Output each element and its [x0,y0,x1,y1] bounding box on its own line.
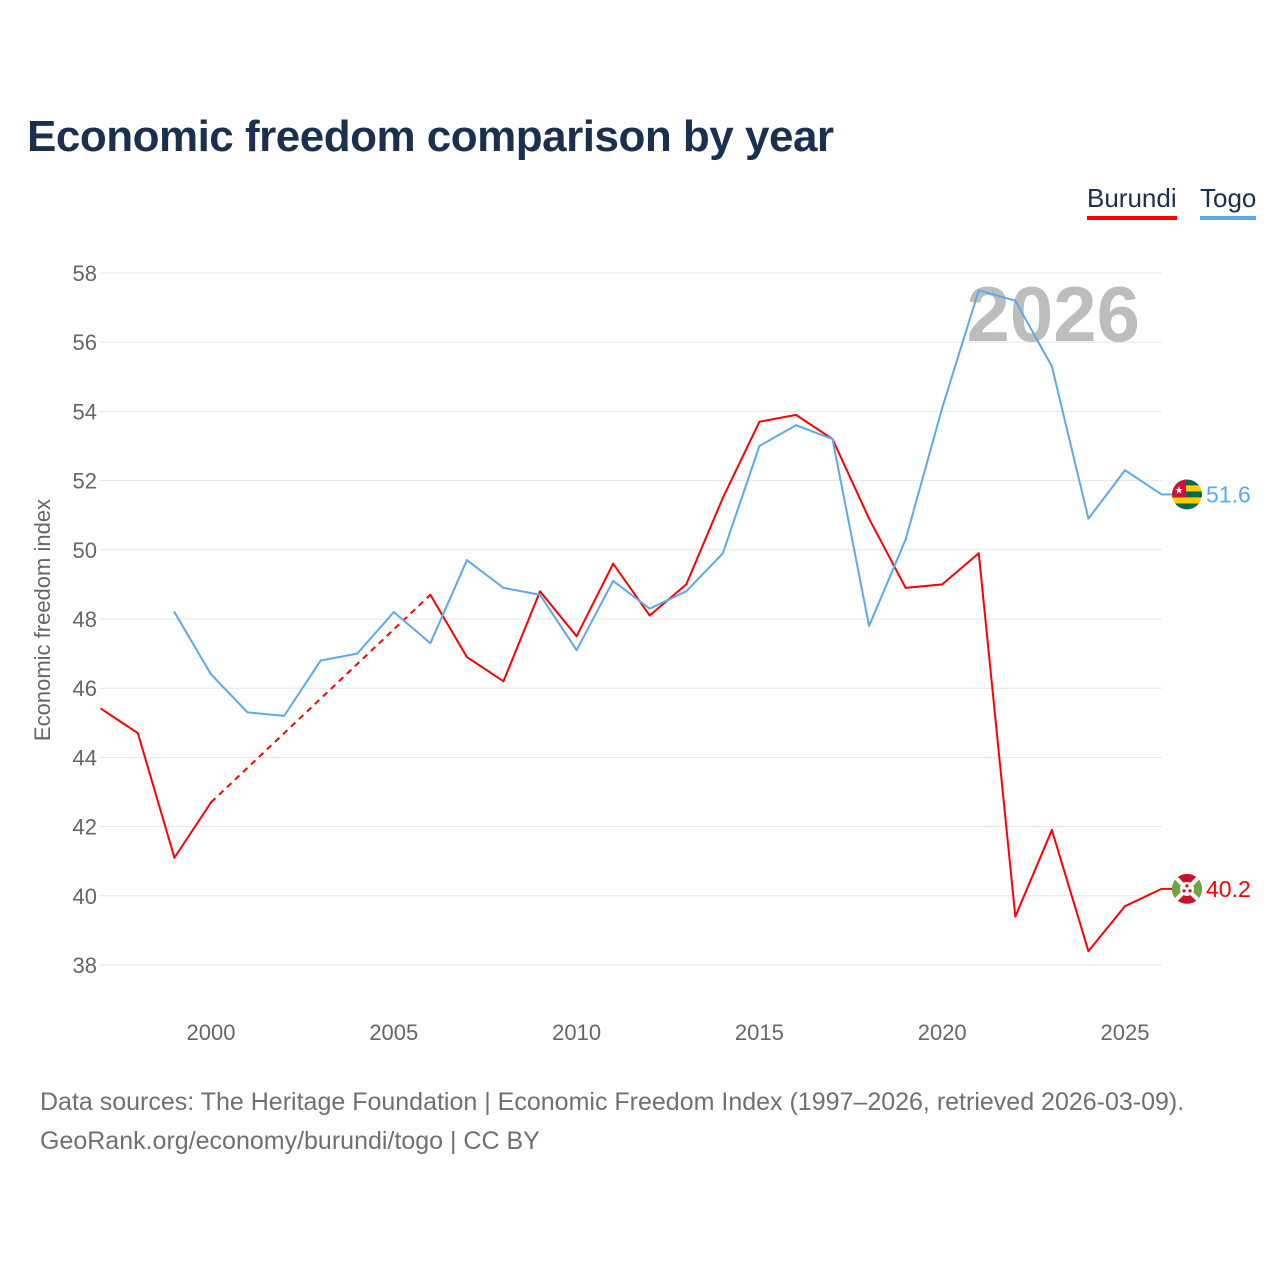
data-point-burundi-2025 [1124,905,1126,908]
data-point-togo-2001 [246,711,249,714]
x-tick-label: 2010 [552,1020,601,1045]
data-point-burundi-2006 [429,593,432,596]
x-tick-label: 2020 [918,1020,967,1045]
data-point-togo-2016 [794,424,797,427]
data-point-togo-2020 [941,406,944,409]
end-value-label-burundi: 40.2 [1206,876,1251,902]
data-point-burundi-2016 [794,413,797,416]
flag-body [1172,873,1202,904]
flag-star: ★ [1175,485,1184,496]
y-tick-label: 54 [73,399,97,424]
chart-title: Economic freedom comparison by year [27,112,834,161]
data-point-togo-2013 [685,590,688,593]
data-point-burundi-2021 [977,552,980,555]
data-point-burundi-2014 [721,496,724,499]
data-point-togo-2010 [575,649,578,652]
flag-body: ★ [1172,479,1202,510]
y-tick-label: 46 [73,676,97,701]
data-point-togo-2012 [648,607,651,610]
series-line-togo [173,289,1163,717]
data-point-burundi-2000 [210,801,212,804]
flag-stripe [1172,497,1202,504]
source-note: Data sources: The Heritage Foundation | … [40,1088,1185,1116]
y-tick-label: 38 [73,953,97,978]
y-tick-label: 48 [73,607,97,632]
data-point-togo-2017 [831,438,834,441]
togo-flag-icon: ★ [1172,479,1202,510]
x-tick-label: 2005 [369,1020,418,1045]
data-point-togo-2008 [502,586,505,589]
data-point-togo-2024 [1087,517,1090,520]
data-point-togo-2006 [429,642,432,645]
flag-stripe [1172,503,1202,510]
legend-burundi[interactable]: Burundi [1087,183,1177,220]
y-tick-label: 58 [73,261,97,286]
data-point-burundi-2020 [941,583,944,586]
source-link[interactable]: GeoRank.org/economy/burundi/togo | CC BY [40,1127,540,1155]
x-tick-label: 2025 [1101,1020,1150,1045]
flag-stripe [1172,479,1202,486]
data-point-burundi-2008 [502,680,505,683]
legend-togo[interactable]: Togo [1200,183,1257,220]
data-point-burundi-2009 [539,590,542,593]
data-point-burundi-2019 [904,586,907,589]
data-point-togo-2011 [612,579,615,582]
data-point-togo-2004 [356,652,359,655]
flag-star [1182,889,1186,893]
data-point-burundi-1998 [136,732,139,735]
data-point-togo-2002 [283,714,286,717]
y-tick-label: 40 [73,884,97,909]
data-point-togo-2003 [319,659,322,662]
gap-line-burundi [210,594,432,804]
y-tick-label: 50 [73,538,97,563]
series-line-burundi [429,413,1162,953]
data-point-burundi-2015 [758,420,761,423]
data-point-togo-2022 [1014,299,1017,302]
data-point-togo-2019 [904,538,907,541]
flag-green [1172,873,1187,904]
data-point-togo-2015 [758,445,761,447]
data-point-burundi-1997 [100,707,103,710]
series-line-burundi [100,708,212,859]
data-point-togo-2000 [210,673,212,676]
data-point-togo-2014 [721,552,724,555]
data-point-burundi-2010 [575,635,578,638]
data-point-togo-2005 [392,611,395,614]
flag-star [1188,889,1192,893]
y-tick-label: 44 [73,745,97,770]
data-point-burundi-2007 [465,656,468,659]
flag-stripe [1172,485,1202,492]
flag-stripe [1172,491,1202,498]
data-point-burundi-1999 [173,856,176,859]
data-point-burundi-2022 [1014,915,1017,918]
data-point-togo-2018 [868,624,871,627]
data-point-togo-2009 [539,593,542,596]
flag-green [1187,873,1202,904]
x-tick-label: 2000 [187,1020,236,1045]
data-point-burundi-2011 [612,562,615,565]
data-point-togo-2021 [977,289,980,292]
y-tick-label: 42 [73,815,97,840]
year-watermark: 2026 [966,270,1140,358]
data-point-burundi-2013 [685,583,688,586]
data-point-burundi-2024 [1087,950,1090,953]
data-point-burundi-2018 [868,517,871,520]
flag-disc [1180,881,1194,896]
flag-star [1185,884,1189,888]
y-axis-label: Economic freedom index [30,499,55,741]
y-tick-label: 56 [73,330,97,355]
end-value-label-togo: 51.6 [1206,481,1251,507]
data-point-togo-2025 [1124,469,1126,472]
data-point-togo-1999 [173,611,176,614]
data-point-burundi-2012 [648,614,651,617]
y-tick-label: 52 [73,469,97,494]
burundi-flag-icon [1172,873,1202,904]
data-point-togo-2023 [1050,365,1053,368]
x-tick-label: 2015 [735,1020,784,1045]
data-point-burundi-2023 [1050,829,1053,832]
data-point-togo-2007 [465,559,468,562]
